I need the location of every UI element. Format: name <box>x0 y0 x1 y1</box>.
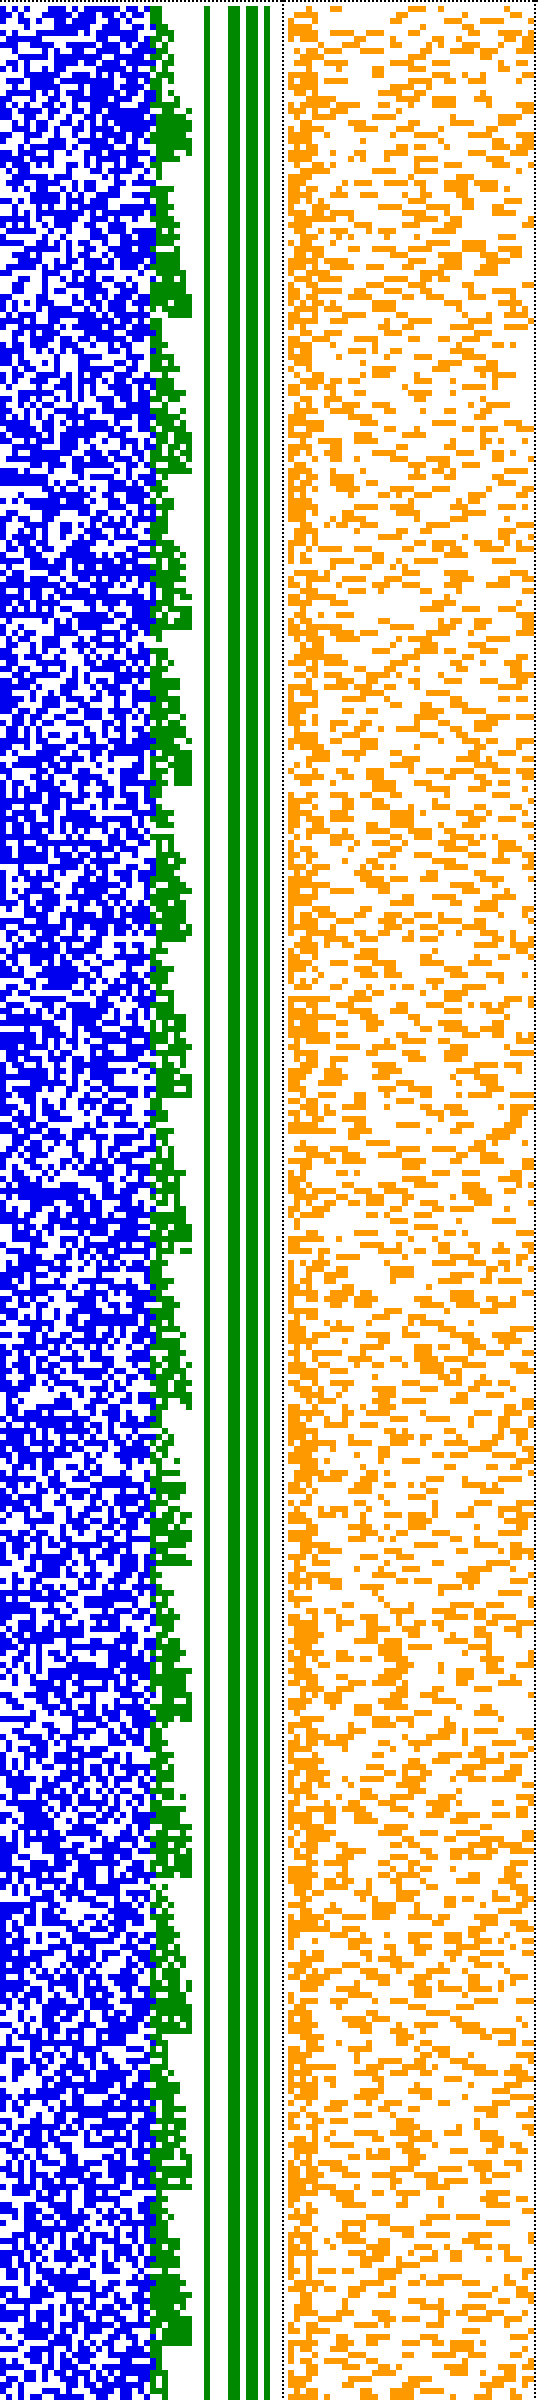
memory-map-visualization <box>0 0 540 2400</box>
